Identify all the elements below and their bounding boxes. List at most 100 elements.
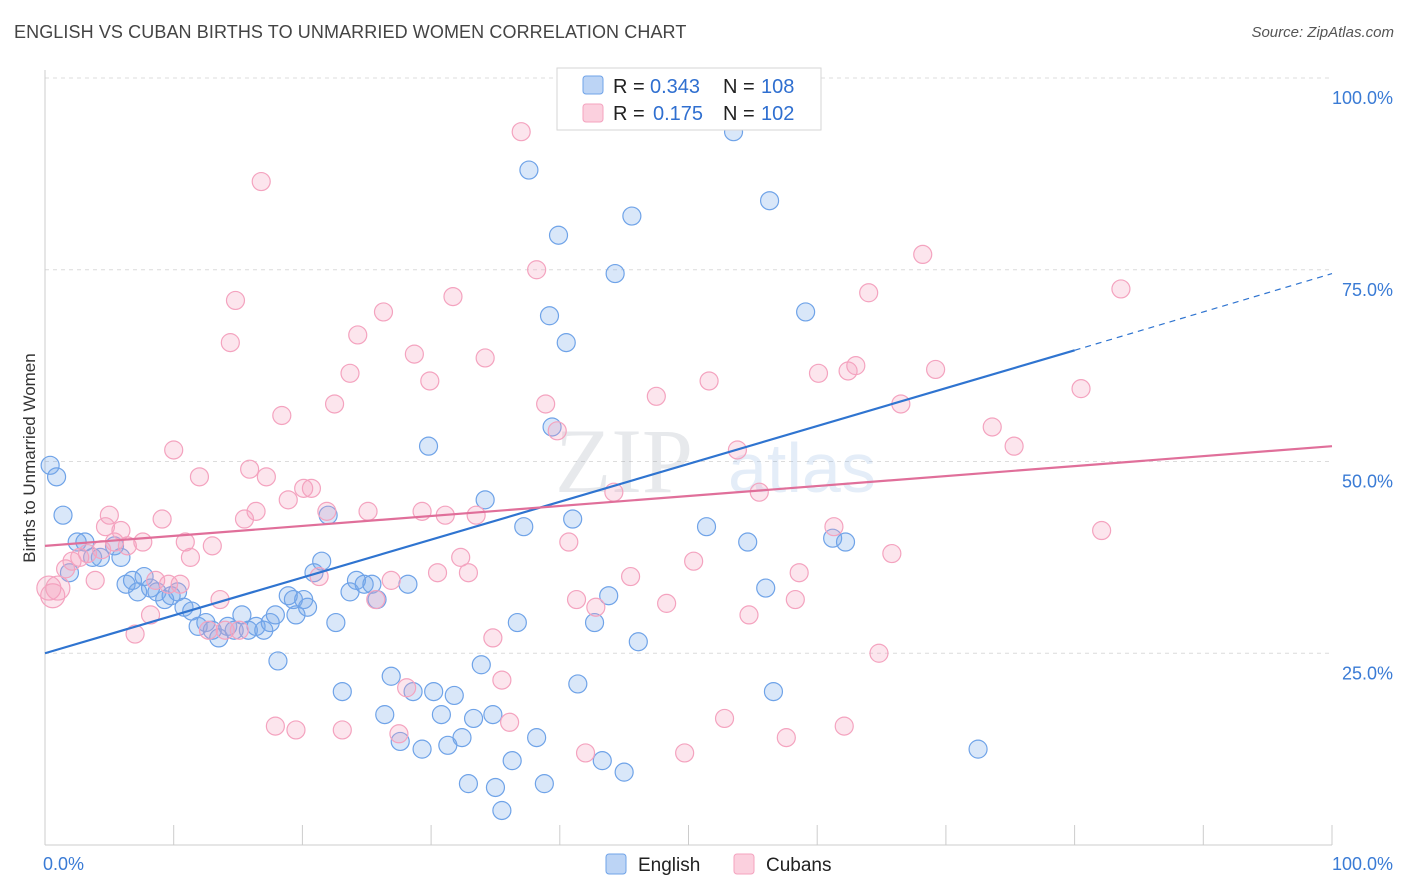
cubans-point (926, 359, 946, 380)
cubans-point (85, 570, 105, 590)
english-point (444, 685, 464, 706)
legend-cubans-r-value: 0.175 (653, 103, 703, 125)
watermark-zip: ZIP (555, 410, 693, 512)
cubans-point (913, 244, 933, 265)
cubans-point (225, 290, 246, 311)
english-point (542, 417, 562, 437)
english-point (738, 532, 758, 552)
english-point (390, 731, 410, 752)
cubans-point (240, 459, 260, 479)
y-tick-label-50: 50.0% (1342, 472, 1393, 492)
y-tick-label-100: 100.0% (1332, 88, 1393, 108)
cubans-point (982, 417, 1002, 437)
cubans-point (125, 624, 145, 644)
english-point (254, 620, 274, 640)
cubans-point (466, 505, 486, 525)
english-point (622, 206, 642, 226)
english-point (968, 739, 988, 759)
english-point (59, 563, 80, 583)
english-point (418, 436, 439, 456)
english-point (122, 570, 143, 590)
cubans-point (189, 467, 210, 487)
cubans-point (366, 589, 386, 610)
legend-english-n-value: 108 (761, 76, 794, 98)
cubans-point (547, 421, 567, 441)
legend-cubans-n-label: N = (723, 103, 755, 125)
cubans-point (246, 501, 266, 521)
cubans-point (675, 743, 695, 763)
cubans-point (198, 620, 219, 640)
cubans-point (559, 532, 579, 552)
english-point (424, 681, 444, 702)
cubans-point (40, 583, 66, 609)
cubans-point (117, 536, 137, 556)
cubans-point (215, 620, 235, 640)
english-point (614, 762, 634, 782)
cubans-point (381, 570, 401, 590)
english-point (304, 563, 324, 583)
english-point (556, 333, 576, 353)
cubans-point (133, 532, 153, 552)
trend-lines (44, 273, 1333, 655)
english-point (485, 777, 506, 798)
series-cubans-points (36, 122, 1131, 763)
series-legend-swatch-cubans (733, 853, 755, 875)
english-point (519, 160, 539, 180)
legend-swatch-english (582, 75, 604, 95)
cubans-point (492, 670, 512, 690)
english-point (483, 705, 503, 725)
english-point (463, 708, 484, 729)
cubans-point (229, 620, 249, 640)
cubans-point (785, 589, 805, 610)
chart-title: ENGLISH VS CUBAN BIRTHS TO UNMARRIED WOM… (14, 22, 687, 42)
cubans-point (443, 286, 463, 307)
cubans-point (808, 363, 829, 383)
english-point (375, 705, 395, 725)
cubans-point (1092, 520, 1112, 541)
cubans-point (373, 302, 394, 322)
english-point (471, 655, 491, 675)
english-point (475, 490, 495, 510)
legend-english-n-label: N = (723, 76, 755, 98)
cubans-point (140, 605, 161, 625)
source-credit: Source: ZipAtlas.com (1251, 24, 1394, 41)
cubans-point (234, 509, 255, 529)
cubans-point (684, 551, 704, 571)
english-point (514, 517, 534, 537)
english-point (759, 191, 780, 211)
cubans-point (566, 589, 587, 610)
cubans-point (251, 171, 271, 192)
legend-cubans-n-value: 102 (761, 103, 794, 125)
english-point (278, 586, 298, 606)
cubans-point (170, 574, 190, 594)
english-point (412, 739, 432, 759)
series-legend: English Cubans (605, 853, 832, 876)
cubans-point (749, 482, 769, 502)
cubans-point (859, 283, 879, 303)
cubans-point (294, 478, 314, 498)
legend-english-r-value: 0.343 (650, 76, 700, 98)
cubans-point (834, 716, 854, 736)
y-axis-label: Births to Unmarried Women (20, 353, 39, 562)
cubans-point (404, 344, 424, 364)
english-point (696, 517, 717, 537)
x-tick-label-min: 0.0% (43, 854, 84, 874)
english-trend-line (44, 349, 1075, 655)
cubans-point (77, 543, 98, 564)
cubans-point (202, 536, 222, 556)
cubans-point (278, 490, 298, 510)
cubans-point (1004, 436, 1024, 456)
y-tick-labels: 25.0% 50.0% 75.0% 100.0% (1332, 88, 1393, 683)
cubans-point (586, 597, 606, 617)
english-point (265, 605, 285, 625)
cubans-point (55, 559, 76, 579)
cubans-point (95, 517, 116, 537)
cubans-point (1111, 279, 1131, 299)
english-point (539, 306, 560, 326)
cubans-point (789, 563, 809, 583)
cubans-point (317, 501, 337, 521)
english-point (763, 681, 784, 702)
english-point (297, 597, 318, 617)
cubans-point (646, 386, 666, 406)
